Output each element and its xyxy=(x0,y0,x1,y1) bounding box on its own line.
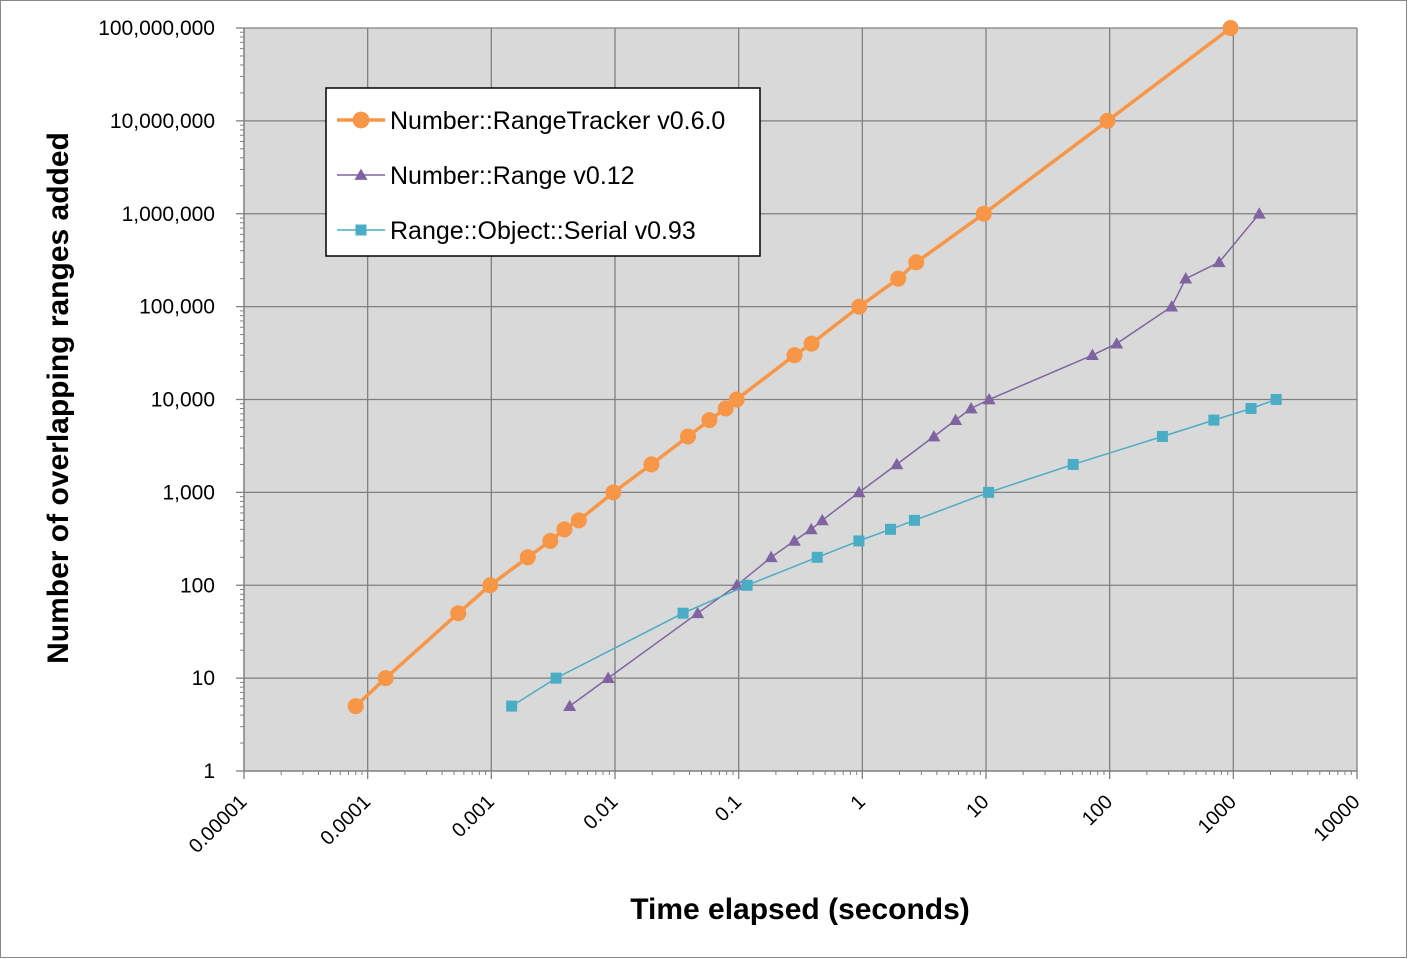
data-point xyxy=(506,700,518,712)
data-point xyxy=(728,391,745,408)
data-point xyxy=(786,347,803,364)
data-point xyxy=(677,607,689,619)
data-point xyxy=(1252,207,1266,219)
legend-item: Number::RangeTracker v0.6.0 xyxy=(337,107,725,135)
y-tick-label: 1,000,000 xyxy=(122,203,215,226)
data-point xyxy=(1165,300,1179,312)
legend-label: Range::Object::Serial v0.93 xyxy=(390,217,696,245)
y-tick-label: 1 xyxy=(203,760,215,783)
legend-marker xyxy=(354,168,368,180)
legend: Number::RangeTracker v0.6.0Number::Range… xyxy=(325,87,761,257)
data-point xyxy=(853,535,865,547)
data-point xyxy=(927,429,941,442)
data-point xyxy=(450,605,467,622)
legend-marker xyxy=(355,224,367,236)
data-point xyxy=(949,413,963,425)
y-tick-label: 100,000 xyxy=(139,296,215,319)
data-point xyxy=(570,512,587,529)
data-point xyxy=(1110,337,1124,349)
data-point xyxy=(741,579,753,591)
data-point xyxy=(643,456,660,473)
data-point xyxy=(563,699,577,711)
data-point xyxy=(542,532,559,549)
data-point xyxy=(908,254,925,271)
data-point xyxy=(1099,112,1116,129)
data-point xyxy=(691,606,705,619)
data-point xyxy=(1179,272,1193,284)
data-point xyxy=(1085,348,1099,361)
data-point xyxy=(890,270,907,287)
data-point xyxy=(717,400,734,417)
data-point xyxy=(764,550,778,563)
legend-item: Number::Range v0.12 xyxy=(337,162,635,190)
data-point xyxy=(804,522,818,535)
data-point xyxy=(347,698,364,715)
y-axis-title: Number of overlapping ranges added xyxy=(42,132,75,664)
data-point xyxy=(885,523,897,535)
legend-box xyxy=(325,87,761,257)
x-axis-title: Time elapsed (seconds) xyxy=(630,893,970,926)
data-point xyxy=(482,577,499,594)
data-point xyxy=(964,402,978,414)
data-point xyxy=(1245,403,1257,415)
data-point xyxy=(851,298,868,315)
data-point xyxy=(787,534,801,546)
series-line xyxy=(354,26,1232,708)
data-point xyxy=(975,205,992,222)
y-tick-label: 100,000,000 xyxy=(98,17,215,40)
data-point xyxy=(605,484,622,501)
data-point xyxy=(983,486,995,498)
data-point xyxy=(1156,430,1168,442)
data-point xyxy=(815,513,829,526)
y-tick-label: 10,000,000 xyxy=(110,110,215,133)
data-point xyxy=(730,578,744,591)
y-tick-label: 1,000 xyxy=(162,481,215,504)
legend-marker xyxy=(352,111,370,129)
data-point xyxy=(556,521,573,538)
y-tick-label: 100 xyxy=(180,574,215,597)
data-point xyxy=(519,549,536,566)
series-1 xyxy=(347,20,1239,715)
series-line xyxy=(511,398,1277,707)
data-point xyxy=(1208,414,1220,426)
data-point xyxy=(550,672,562,684)
series-3 xyxy=(506,394,1282,712)
data-point xyxy=(701,412,718,429)
data-point xyxy=(803,335,820,352)
data-point xyxy=(377,670,394,687)
y-tick-labels: 1 10 100 1,000 10,000 100,000 1,000,000 10,000,… xyxy=(98,17,215,783)
axes xyxy=(236,27,1358,779)
data-point xyxy=(1067,458,1079,470)
data-point xyxy=(908,514,920,526)
data-point xyxy=(890,457,904,470)
y-tick-label: 10 xyxy=(192,667,215,690)
series-layer xyxy=(347,20,1282,715)
data-point xyxy=(1212,255,1226,268)
legend-label: Number::RangeTracker v0.6.0 xyxy=(390,107,725,135)
data-point xyxy=(1270,394,1282,405)
data-point xyxy=(982,393,996,405)
data-point xyxy=(601,671,615,683)
legend-label: Number::Range v0.12 xyxy=(390,162,635,190)
legend-item: Range::Object::Serial v0.93 xyxy=(337,217,696,245)
data-point xyxy=(1222,20,1239,36)
y-tick-label: 10,000 xyxy=(151,389,215,412)
data-point xyxy=(852,485,866,498)
data-point xyxy=(679,428,696,445)
data-point xyxy=(811,551,823,563)
